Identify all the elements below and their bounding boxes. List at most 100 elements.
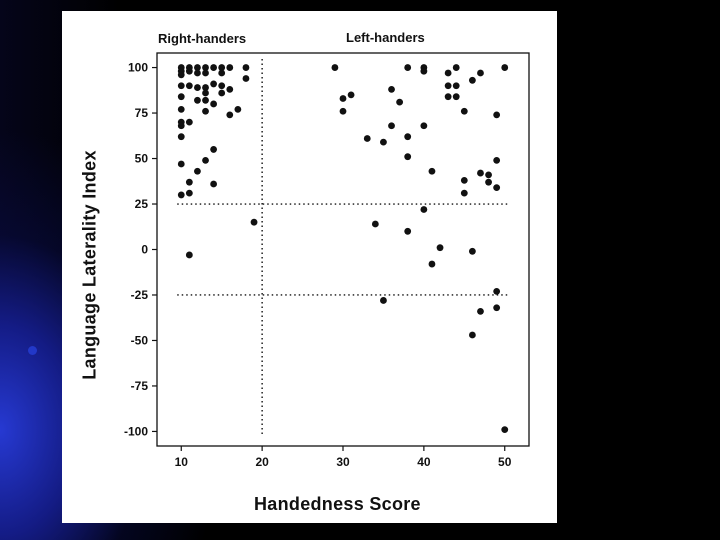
data-point xyxy=(218,89,226,97)
x-axis-label: Handedness Score xyxy=(254,494,421,514)
data-point xyxy=(444,93,452,101)
data-point xyxy=(347,91,355,99)
data-point xyxy=(242,64,250,71)
data-point xyxy=(460,189,468,197)
data-point xyxy=(452,93,460,101)
data-point xyxy=(210,146,218,153)
data-point xyxy=(234,106,242,113)
data-point xyxy=(493,184,501,192)
data-point xyxy=(210,64,218,71)
data-point xyxy=(177,106,185,113)
data-point xyxy=(493,111,501,119)
y-tick-label: 0 xyxy=(141,243,148,257)
y-tick-label: 75 xyxy=(135,106,149,120)
data-point xyxy=(493,304,501,312)
data-point xyxy=(185,251,193,259)
data-point xyxy=(485,178,492,186)
y-tick-label: 25 xyxy=(135,197,149,211)
data-point xyxy=(339,107,347,115)
data-point xyxy=(444,69,452,77)
data-point xyxy=(460,107,468,115)
data-point xyxy=(363,135,371,142)
group-label-right-handers: Right-handers xyxy=(158,31,247,46)
group-label-left-handers: Left-handers xyxy=(346,30,425,45)
scatter-plot: 100 75 50 25 0 -25 -50 -75 -100 10 20 30 40 50 xyxy=(124,52,530,469)
data-point xyxy=(428,167,436,175)
data-point xyxy=(177,93,185,101)
data-point xyxy=(177,133,185,141)
y-tick-label: -100 xyxy=(124,424,148,438)
data-point xyxy=(420,122,428,130)
data-point xyxy=(493,287,501,295)
data-point xyxy=(396,98,404,106)
data-point xyxy=(485,171,492,179)
data-point xyxy=(194,96,201,104)
data-point xyxy=(226,64,234,71)
data-point xyxy=(210,100,218,108)
x-tick-label: 10 xyxy=(175,455,189,469)
data-point xyxy=(468,76,476,84)
data-point xyxy=(477,169,484,177)
data-point xyxy=(185,118,193,126)
data-point xyxy=(210,80,218,88)
data-point xyxy=(468,247,476,255)
y-tick-label: 100 xyxy=(128,61,148,75)
data-point xyxy=(177,160,185,168)
data-point xyxy=(493,156,501,164)
data-point xyxy=(210,180,218,188)
chart-panel: 100 75 50 25 0 -25 -50 -75 -100 10 20 30 40 50 Right-… xyxy=(62,11,557,523)
data-point xyxy=(436,244,444,252)
x-tick-label: 30 xyxy=(336,455,350,469)
data-point xyxy=(250,218,258,226)
y-tick-label: -75 xyxy=(131,379,149,393)
data-point xyxy=(444,82,452,90)
data-point xyxy=(194,167,201,175)
data-point xyxy=(202,156,209,164)
y-tick-label: 50 xyxy=(135,152,149,166)
data-point xyxy=(218,64,226,71)
data-point xyxy=(420,67,428,75)
slide-bullet-dot xyxy=(28,346,37,355)
data-point xyxy=(202,84,209,91)
data-point xyxy=(242,75,250,82)
data-point xyxy=(404,64,412,71)
data-point xyxy=(185,178,193,186)
data-point xyxy=(177,122,185,130)
data-point xyxy=(194,64,201,71)
y-tick-label: -25 xyxy=(131,288,149,302)
data-point xyxy=(477,307,484,315)
data-point xyxy=(202,96,209,104)
data-point xyxy=(501,426,509,434)
data-point xyxy=(452,64,460,71)
x-tick-label: 50 xyxy=(498,455,512,469)
data-point xyxy=(428,260,436,268)
data-point xyxy=(218,69,226,77)
data-point xyxy=(388,85,395,93)
x-tick-label: 40 xyxy=(417,455,431,469)
x-tick-label: 20 xyxy=(255,455,269,469)
data-point xyxy=(460,176,468,184)
data-point xyxy=(226,85,234,93)
data-point xyxy=(202,64,209,71)
data-point xyxy=(420,206,428,213)
data-point xyxy=(202,89,209,97)
data-point xyxy=(388,122,395,130)
data-point xyxy=(218,82,226,90)
data-point xyxy=(177,71,185,79)
data-point xyxy=(185,67,193,75)
data-point xyxy=(331,64,339,71)
data-point xyxy=(371,220,379,228)
data-point xyxy=(202,69,209,77)
data-point xyxy=(468,331,476,339)
data-point xyxy=(185,189,193,197)
data-point xyxy=(185,82,193,90)
data-point xyxy=(404,153,412,161)
data-point xyxy=(477,69,484,77)
data-point xyxy=(404,133,412,141)
y-tick-label: -50 xyxy=(131,333,149,347)
data-point xyxy=(501,64,509,71)
data-point xyxy=(177,191,185,199)
data-point xyxy=(339,95,347,102)
data-point xyxy=(452,82,460,90)
data-point xyxy=(177,82,185,90)
